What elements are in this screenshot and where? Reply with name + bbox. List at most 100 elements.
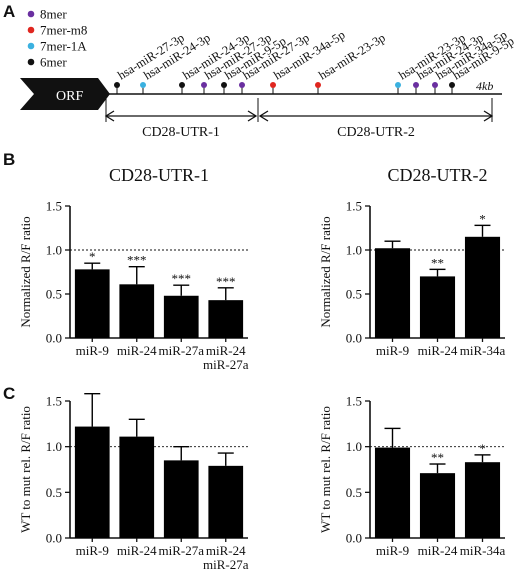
site-marker — [114, 82, 120, 88]
gene-map: ORF4kbhsa-miR-27-3phsa-miR-24-3phsa-miR-… — [20, 28, 516, 140]
y-tick-label: 0.5 — [346, 485, 362, 500]
site-marker — [179, 82, 185, 88]
arrow-head-right — [247, 110, 258, 122]
site-marker — [140, 82, 146, 88]
y-axis-label: Normalized R/F ratio — [318, 216, 333, 327]
charts: CD28-UTR-1 0.0 0.5 1.0 1.5 Normalized R/F rat… — [18, 165, 505, 572]
x-tick-label: miR-27a — [159, 543, 205, 558]
bar-chart-4: 0.0 0.5 1.0 1.5 WT to mut rel. R/F ratio miR-… — [318, 394, 505, 559]
x-tick-label: miR-24 — [206, 543, 246, 558]
x-tick-label: miR-24 — [418, 343, 458, 358]
x-tick-label: miR-27a — [159, 343, 205, 358]
x-tick-label: miR-34a — [460, 543, 506, 558]
y-tick-label: 0.5 — [46, 485, 62, 500]
bar — [74, 426, 110, 538]
bar — [208, 300, 244, 338]
bar — [74, 269, 110, 338]
region-label-utr1: CD28-UTR-1 — [142, 125, 220, 140]
bar-chart-3: 0.0 0.5 1.0 1.5 WT to mut rel. R/F ratio miR-… — [18, 392, 249, 572]
x-tick-label: miR-24 — [206, 343, 246, 358]
x-tick-label: miR-24 — [117, 343, 157, 358]
bar — [374, 248, 411, 338]
legend-label: 7mer-1A — [40, 39, 87, 54]
site-marker — [432, 82, 438, 88]
x-tick-label: miR-9 — [76, 343, 109, 358]
arrow-head-left — [258, 110, 269, 122]
x-tick-label: miR-27a — [203, 357, 249, 372]
significance-label: * — [89, 249, 96, 264]
region-arrow-utr2 — [258, 110, 494, 122]
panel-label-c: C — [3, 384, 16, 403]
y-tick-label: 1.5 — [346, 394, 362, 409]
panel-label-a: A — [3, 2, 16, 21]
y-tick-label: 1.0 — [346, 243, 362, 258]
significance-label: * — [479, 211, 486, 226]
scale-label: 4kb — [476, 79, 493, 93]
significance-label: ** — [431, 255, 444, 270]
x-tick-label: miR-9 — [376, 343, 409, 358]
x-tick-label: miR-34a — [460, 343, 506, 358]
significance-label: * — [479, 441, 486, 456]
site-marker — [270, 82, 276, 88]
significance-label: ** — [431, 450, 444, 465]
bar — [119, 284, 155, 338]
site-marker — [201, 82, 207, 88]
site-marker — [315, 82, 321, 88]
legend-label: 6mer — [40, 55, 67, 70]
y-tick-label: 0.0 — [46, 331, 62, 346]
bar — [163, 295, 199, 338]
orf-label: ORF — [56, 89, 83, 104]
y-axis-label: WT to mut rel. R/F ratio — [318, 406, 333, 533]
bar — [419, 276, 456, 338]
site-marker — [395, 82, 401, 88]
panel-label-b: B — [3, 150, 16, 169]
y-tick-label: 1.5 — [346, 199, 362, 214]
region-arrow-utr1 — [104, 110, 258, 122]
site-marker — [413, 82, 419, 88]
x-tick-label: miR-9 — [76, 543, 109, 558]
x-tick-label: miR-24 — [117, 543, 157, 558]
y-axis-label: WT to mut rel. R/F ratio — [18, 406, 33, 533]
y-tick-label: 0.0 — [46, 531, 62, 546]
significance-label: *** — [216, 274, 236, 289]
x-tick-label: miR-24 — [418, 543, 458, 558]
y-tick-label: 1.0 — [46, 439, 62, 454]
bar-chart-1: CD28-UTR-1 0.0 0.5 1.0 1.5 Normalized R/F rat… — [18, 165, 249, 372]
y-tick-label: 0.0 — [346, 331, 362, 346]
bar — [464, 462, 501, 538]
bar — [374, 447, 411, 538]
arrow-head-left — [104, 110, 115, 122]
bar-chart-2: CD28-UTR-2 0.0 0.5 1.0 1.5 Normalized R/F rat… — [318, 165, 505, 358]
y-tick-label: 1.5 — [46, 394, 62, 409]
bar — [419, 473, 456, 538]
site-marker — [239, 82, 245, 88]
y-tick-label: 0.5 — [346, 287, 362, 302]
site-marker — [221, 82, 227, 88]
bar — [464, 236, 501, 338]
arrow-head-right — [483, 110, 494, 122]
site-marker — [449, 82, 455, 88]
significance-label: *** — [127, 253, 147, 268]
bar — [119, 436, 155, 538]
chart-title: CD28-UTR-2 — [388, 165, 488, 185]
bar — [208, 465, 244, 538]
y-tick-label: 1.0 — [46, 243, 62, 258]
y-tick-label: 0.5 — [46, 287, 62, 302]
legend-dot — [27, 58, 35, 66]
region-label-utr2: CD28-UTR-2 — [337, 125, 415, 140]
orf-arrow — [20, 78, 110, 110]
significance-label: *** — [172, 271, 192, 286]
legend-dot — [27, 26, 35, 34]
legend-dot — [27, 10, 35, 18]
x-tick-label: miR-9 — [376, 543, 409, 558]
y-tick-label: 1.5 — [46, 199, 62, 214]
y-axis-label: Normalized R/F ratio — [18, 216, 33, 327]
legend-label: 7mer-m8 — [40, 23, 87, 38]
legend-label: 8mer — [40, 7, 67, 22]
legend-dot — [27, 42, 35, 50]
y-tick-label: 0.0 — [346, 531, 362, 546]
y-tick-label: 1.0 — [346, 439, 362, 454]
bar — [163, 460, 199, 538]
